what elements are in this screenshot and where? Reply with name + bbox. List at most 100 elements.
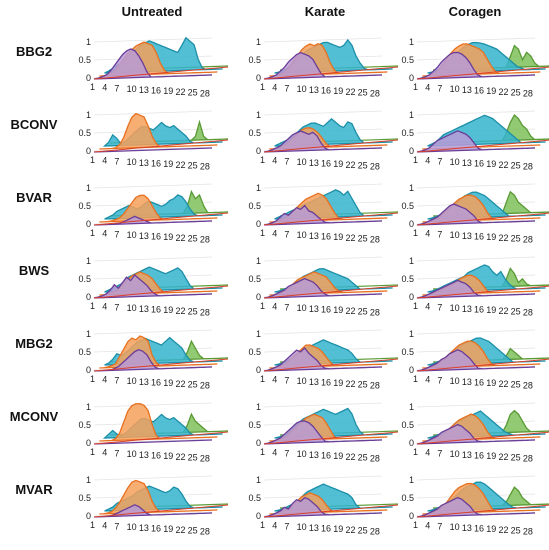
x-tick-label: 1: [260, 447, 265, 457]
y-tick-label: 0: [86, 219, 91, 229]
x-tick-label: 22: [175, 525, 185, 535]
x-tick-label: 1: [90, 447, 95, 457]
x-tick-label: 28: [200, 234, 210, 244]
column-header-coragen: Coragen: [448, 4, 502, 19]
x-tick-label: 25: [511, 161, 521, 171]
gridline: [263, 402, 383, 408]
x-tick-label: 16: [474, 524, 484, 534]
x-tick-label: 13: [309, 304, 319, 314]
x-tick-label: 4: [102, 521, 107, 531]
gridline: [416, 256, 536, 262]
x-tick-label: 4: [272, 375, 277, 385]
floor-baseline: [93, 139, 229, 153]
series-d-area: [416, 279, 536, 299]
chart-panel-bvar-karate: 00.511 4 7 10 13 16 19 22 25 28: [248, 183, 399, 244]
x-tick-label: 13: [139, 377, 149, 387]
x-tick-label: 25: [358, 380, 368, 390]
x-tick-label: 7: [437, 229, 442, 239]
y-tick-label: 0.5: [248, 128, 261, 138]
x-tick-label: 4: [272, 229, 277, 239]
y-tick-label: 0: [409, 219, 414, 229]
y-tick-label: 1: [409, 110, 414, 120]
series-b-area: [99, 479, 218, 515]
y-tick-label: 0: [256, 511, 261, 521]
y-tick-label: 0: [256, 438, 261, 448]
x-tick-label: 19: [333, 451, 343, 461]
x-tick-label: 19: [486, 305, 496, 315]
y-tick-label: 0: [409, 511, 414, 521]
x-tick-label: 16: [321, 451, 331, 461]
x-tick-label: 13: [462, 523, 472, 533]
x-tick-label: 1: [413, 155, 418, 165]
gridline: [416, 329, 536, 335]
y-tick-label: 0.5: [401, 201, 414, 211]
x-tick-label: 28: [200, 161, 210, 171]
x-tick-label: 22: [175, 379, 185, 389]
gridline: [93, 110, 213, 116]
chart-panel-mconv-coragen: 00.511 4 7 10 13 16 19 22 25 28: [401, 402, 549, 463]
column-header-karate: Karate: [304, 4, 346, 19]
x-tick-label: 19: [333, 159, 343, 169]
y-tick-label: 1: [86, 402, 91, 412]
x-tick-label: 4: [102, 448, 107, 458]
x-tick-label: 4: [425, 83, 430, 93]
x-tick-label: 19: [486, 451, 496, 461]
chart-panel-bconv-karate: 00.511 4 7 10 13 16 19 22 25 28: [248, 110, 399, 171]
x-tick-label: 28: [370, 161, 380, 171]
x-tick-label: 19: [163, 86, 173, 96]
x-tick-label: 7: [114, 448, 119, 458]
y-tick-label: 1: [409, 256, 414, 266]
x-tick-label: 7: [284, 83, 289, 93]
x-tick-label: 7: [114, 302, 119, 312]
y-tick-label: 0: [86, 73, 91, 83]
x-tick-label: 4: [272, 521, 277, 531]
y-tick-label: 0: [409, 365, 414, 375]
floor-baseline: [263, 504, 399, 518]
x-tick-label: 16: [474, 159, 484, 169]
x-tick-label: 16: [151, 159, 161, 169]
x-tick-label: 22: [345, 233, 355, 243]
x-tick-label: 10: [450, 230, 460, 240]
series-d-area: [263, 496, 383, 518]
chart-panel-bbg2-untreated: 00.511 4 7 10 13 16 19 22 25 28: [78, 36, 229, 98]
series-d-area: [416, 496, 536, 518]
y-tick-label: 0: [409, 146, 414, 156]
x-tick-label: 13: [309, 231, 319, 241]
x-tick-label: 16: [321, 305, 331, 315]
y-tick-label: 0.5: [401, 347, 414, 357]
x-tick-label: 10: [127, 449, 137, 459]
x-tick-label: 19: [333, 378, 343, 388]
chart-panel-bws-coragen: 00.511 4 7 10 13 16 19 22 25 28: [401, 256, 549, 317]
x-tick-label: 19: [163, 305, 173, 315]
y-tick-label: 0.5: [78, 55, 91, 65]
x-tick-label: 4: [272, 302, 277, 312]
y-tick-label: 0: [86, 511, 91, 521]
gridline: [263, 256, 383, 262]
x-tick-label: 10: [450, 84, 460, 94]
y-tick-label: 0.5: [78, 420, 91, 430]
x-tick-label: 16: [474, 305, 484, 315]
y-tick-label: 1: [86, 110, 91, 120]
floor-baseline: [263, 431, 399, 445]
x-tick-label: 7: [114, 521, 119, 531]
y-tick-label: 1: [256, 402, 261, 412]
x-tick-label: 4: [102, 302, 107, 312]
x-tick-label: 28: [370, 307, 380, 317]
x-tick-label: 10: [297, 376, 307, 386]
x-tick-label: 28: [523, 161, 533, 171]
series-d-area: [263, 420, 383, 445]
x-tick-label: 7: [437, 156, 442, 166]
gridline: [93, 402, 213, 408]
x-tick-label: 16: [151, 86, 161, 96]
x-tick-label: 1: [90, 82, 95, 92]
x-tick-label: 1: [90, 374, 95, 384]
x-tick-label: 25: [511, 307, 521, 317]
x-tick-label: 28: [370, 88, 380, 98]
x-tick-label: 1: [260, 374, 265, 384]
x-tick-label: 19: [486, 232, 496, 242]
x-tick-label: 13: [309, 523, 319, 533]
y-tick-label: 0.5: [401, 420, 414, 430]
x-tick-label: 7: [114, 229, 119, 239]
floor-baseline: [93, 358, 229, 372]
x-tick-label: 13: [139, 523, 149, 533]
